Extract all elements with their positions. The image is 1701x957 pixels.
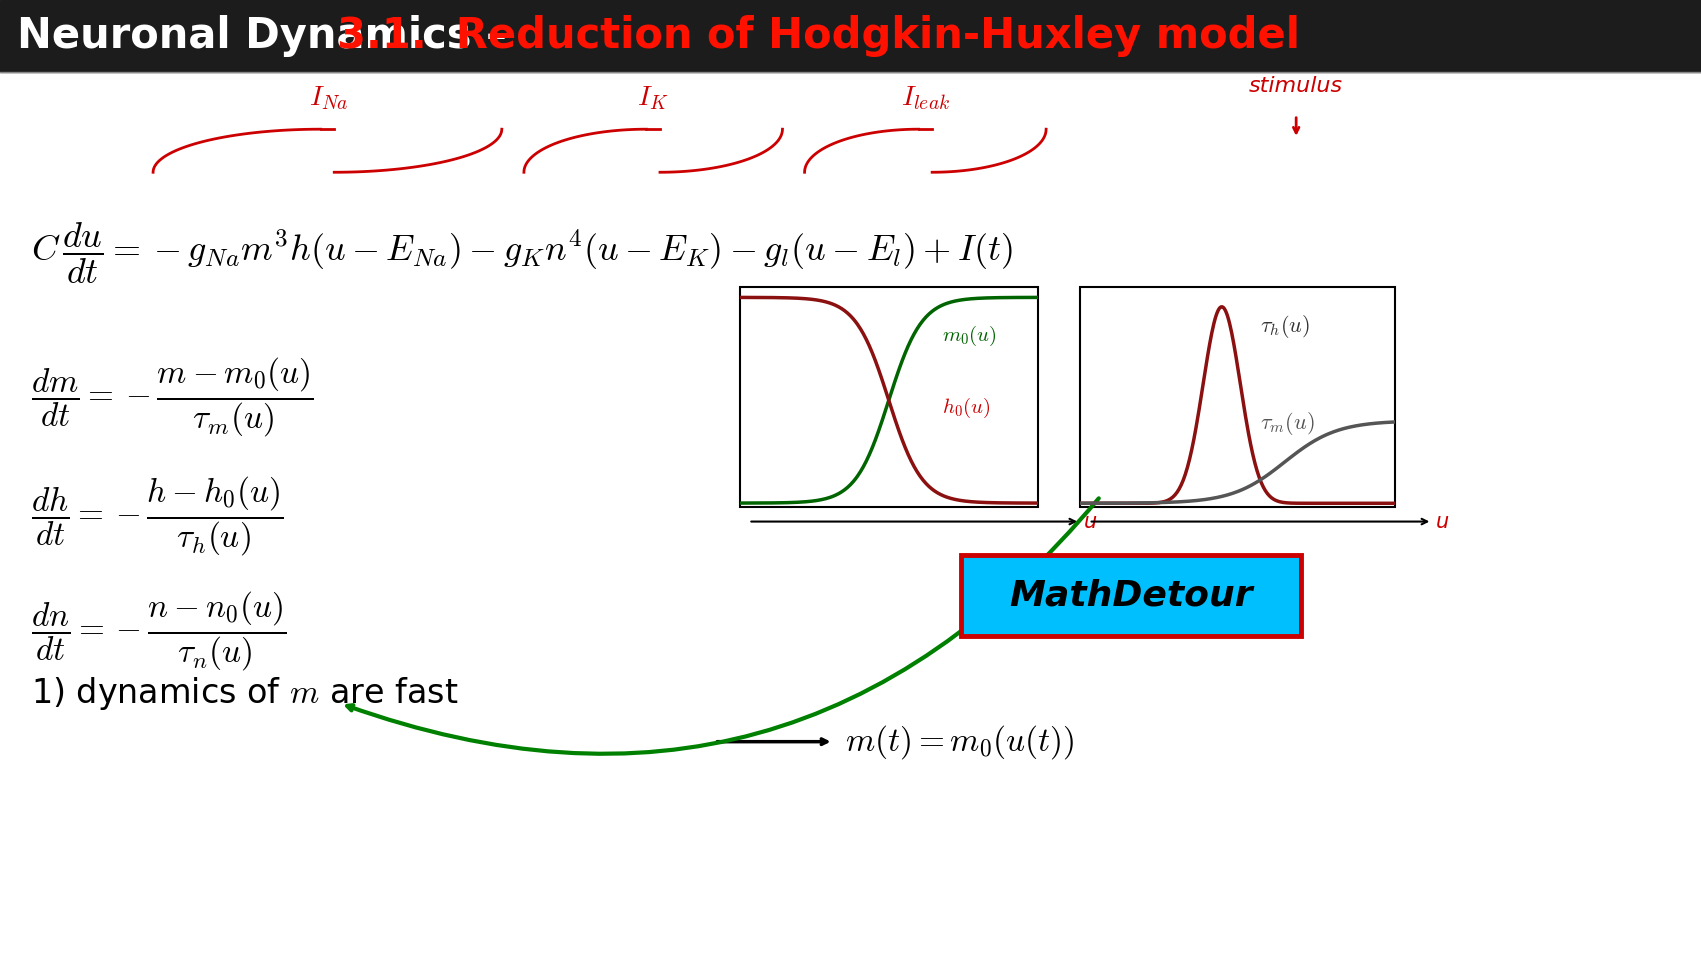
FancyBboxPatch shape xyxy=(961,555,1301,636)
Text: $m(t) = m_0(u(t))$: $m(t) = m_0(u(t))$ xyxy=(845,723,1075,761)
Text: $h_0(u)$: $h_0(u)$ xyxy=(942,396,992,420)
Text: Neuronal Dynamics –: Neuronal Dynamics – xyxy=(17,15,536,56)
Text: stimulus: stimulus xyxy=(1249,76,1344,96)
Text: $I_{leak}$: $I_{leak}$ xyxy=(902,84,949,112)
Text: $\dfrac{dh}{dt} = -\dfrac{h-h_0(u)}{\tau_h(u)}$: $\dfrac{dh}{dt} = -\dfrac{h-h_0(u)}{\tau… xyxy=(31,475,284,559)
Text: u: u xyxy=(1436,512,1449,531)
Text: $m_0(u)$: $m_0(u)$ xyxy=(942,323,997,347)
Text: $\tau_h(u)$: $\tau_h(u)$ xyxy=(1259,313,1310,341)
Text: $\dfrac{dm}{dt} = -\dfrac{m-m_0(u)}{\tau_m(u)}$: $\dfrac{dm}{dt} = -\dfrac{m-m_0(u)}{\tau… xyxy=(31,355,313,439)
Bar xyxy=(740,287,1038,507)
Text: $\tau_m(u)$: $\tau_m(u)$ xyxy=(1259,410,1315,437)
Text: $\dfrac{dn}{dt} = -\dfrac{n-n_0(u)}{\tau_n(u)}$: $\dfrac{dn}{dt} = -\dfrac{n-n_0(u)}{\tau… xyxy=(31,590,286,674)
Text: $C \, \dfrac{du}{dt} = -g_{Na}m^3h(u-E_{Na})-g_K n^4(u-E_K)-g_l(u-E_l)+I(t)$: $C \, \dfrac{du}{dt} = -g_{Na}m^3h(u-E_{… xyxy=(31,221,1012,286)
Text: 3.1.  Reduction of Hodgkin-Huxley model: 3.1. Reduction of Hodgkin-Huxley model xyxy=(337,15,1300,56)
Text: $I_{Na}$: $I_{Na}$ xyxy=(308,84,349,112)
Text: 1) dynamics of $m$ are fast: 1) dynamics of $m$ are fast xyxy=(31,676,458,712)
Text: $I_K$: $I_K$ xyxy=(638,84,668,112)
Text: u: u xyxy=(1084,512,1097,531)
Bar xyxy=(1080,287,1395,507)
Bar xyxy=(0,0,1701,72)
Text: MathDetour: MathDetour xyxy=(1009,579,1254,612)
